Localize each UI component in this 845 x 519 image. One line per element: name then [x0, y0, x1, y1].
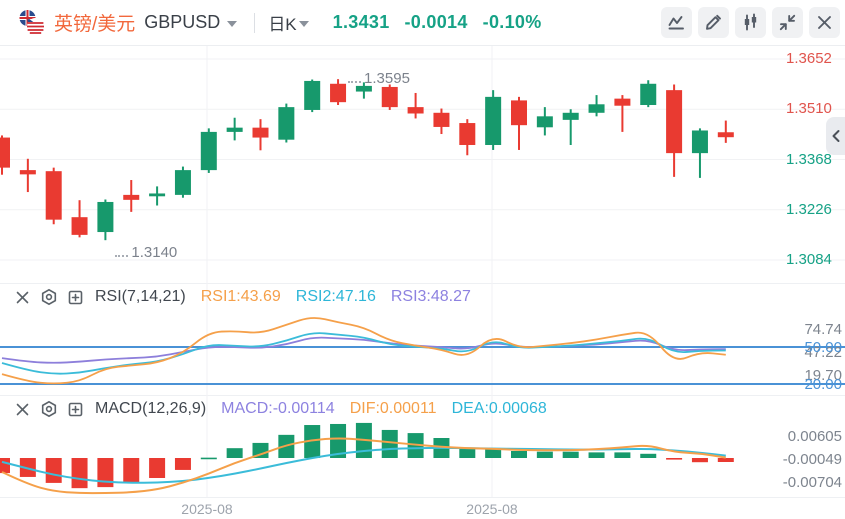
annotation-label: 1.3595 [364, 70, 410, 88]
x-axis-label: 2025-08 [181, 501, 233, 517]
candlestick-chart-canvas[interactable] [0, 46, 845, 283]
price-axis-tick: 1.3084 [786, 251, 832, 268]
price-change: -0.0014 [404, 12, 468, 32]
price-axis-tick: 1.3510 [786, 100, 832, 118]
last-price: 1.3431 [332, 12, 390, 32]
annotation-label: 1.3140 [131, 244, 178, 262]
rsi-axis-tick: 47.22 [804, 344, 842, 361]
macd-settings-icon[interactable] [40, 400, 58, 418]
low-price-annotation: 1.3140 [115, 244, 177, 261]
rsi-close-icon[interactable] [14, 289, 31, 306]
macd-lines [1, 437, 726, 495]
pair-symbol-selector[interactable]: GBPUSD [144, 12, 221, 32]
price-axis-tick: 1.3368 [786, 150, 832, 168]
chart-toolbar [661, 7, 840, 38]
rsi-title: RSI(7,14,21) [95, 288, 186, 305]
chevron-down-icon[interactable] [298, 20, 309, 27]
macd-gridlines [206, 395, 493, 497]
currency-pair-flag-icon [18, 9, 45, 36]
macd-close-icon[interactable] [14, 401, 31, 418]
rsi-axis-tick: 19.70 [804, 367, 842, 384]
high-price-annotation: 1.3595 [348, 70, 410, 87]
candles [0, 79, 734, 241]
panel-divider [0, 283, 845, 284]
panel-divider [0, 395, 845, 396]
rsi-settings-icon[interactable] [40, 288, 58, 306]
macd-axis-tick: -0.00049 [782, 450, 842, 468]
rsi-lines [1, 317, 726, 385]
candlestick-mode-button[interactable] [735, 7, 766, 38]
chevron-down-icon[interactable] [227, 20, 238, 27]
price-change-percent: -0.10% [482, 12, 542, 32]
macd-axis-tick: -0.00704 [782, 473, 842, 491]
axis-divider [0, 497, 845, 498]
collapse-chart-button[interactable] [772, 7, 803, 38]
rsi-indicator-header: RSI(7,14,21) RSI1:43.69 RSI2:47.16 RSI3:… [14, 284, 471, 310]
x-axis-label: 2025-08 [466, 501, 518, 517]
draw-tool-button[interactable] [698, 7, 729, 38]
period-selector[interactable]: 日K [268, 15, 297, 34]
close-chart-button[interactable] [809, 7, 840, 38]
macd-indicator-header: MACD(12,26,9) MACD:-0.00114 DIF:0.00011 … [14, 396, 547, 422]
annotation-connector [115, 251, 129, 258]
dea-value: DEA:0.00068 [451, 400, 547, 417]
quote-header: 英镑/美元 GBPUSD 日K 1.3431 -0.0014 -0.10% [0, 0, 845, 46]
price-axis-tick: 1.3226 [786, 200, 832, 218]
macd-chart-canvas[interactable] [0, 395, 845, 497]
macd-value: MACD:-0.00114 [221, 400, 335, 417]
rsi-band-label: 20.00 [804, 375, 842, 393]
annotation-connector [348, 77, 362, 84]
macd-title: MACD(12,26,9) [95, 400, 207, 417]
rsi-expand-icon[interactable] [67, 289, 84, 306]
rsi-axis-tick: 74.74 [804, 321, 842, 338]
collapse-axis-tab[interactable] [826, 117, 845, 155]
rsi3-value: RSI3:48.27 [390, 288, 471, 305]
rsi2-value: RSI2:47.16 [295, 288, 376, 305]
macd-histogram [0, 422, 734, 489]
macd-axis-tick: 0.00605 [787, 427, 842, 445]
header-divider [254, 12, 256, 33]
rsi-band-label: 50.00 [804, 339, 842, 356]
dif-value: DIF:0.00011 [349, 400, 437, 417]
price-axis-tick: 1.3652 [786, 50, 832, 67]
rsi-chart-canvas[interactable] [0, 283, 845, 395]
pair-name-cn: 英镑/美元 [54, 14, 136, 35]
line-chart-mode-button[interactable] [661, 7, 692, 38]
rsi1-value: RSI1:43.69 [200, 288, 281, 305]
macd-expand-icon[interactable] [67, 401, 84, 418]
